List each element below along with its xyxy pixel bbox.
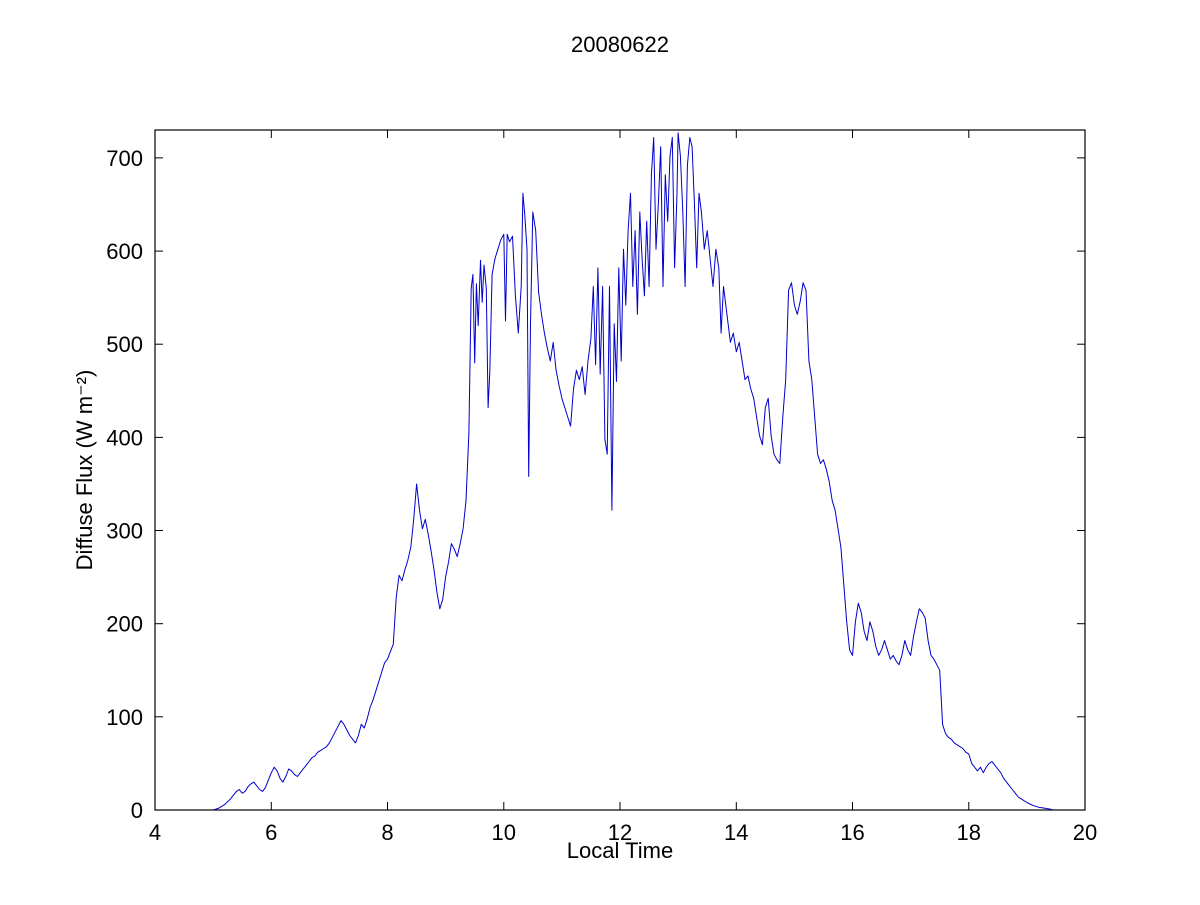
x-tick-label: 18 bbox=[957, 820, 981, 845]
y-tick-label: 600 bbox=[106, 239, 143, 264]
x-tick-label: 12 bbox=[608, 820, 632, 845]
y-tick-label: 100 bbox=[106, 705, 143, 730]
y-tick-label: 700 bbox=[106, 146, 143, 171]
diffuse-flux-line bbox=[212, 132, 1054, 811]
x-tick-label: 6 bbox=[265, 820, 277, 845]
x-tick-label: 14 bbox=[724, 820, 748, 845]
y-tick-label: 300 bbox=[106, 519, 143, 544]
x-tick-label: 16 bbox=[840, 820, 864, 845]
y-tick-label: 0 bbox=[131, 798, 143, 823]
x-tick-label: 4 bbox=[149, 820, 161, 845]
y-tick-label: 200 bbox=[106, 612, 143, 637]
chart-title: 20080622 bbox=[571, 32, 669, 57]
x-tick-label: 10 bbox=[492, 820, 516, 845]
x-tick-label: 20 bbox=[1073, 820, 1097, 845]
x-tick-label: 8 bbox=[381, 820, 393, 845]
y-tick-label: 500 bbox=[106, 332, 143, 357]
y-axis-label: Diffuse Flux (W m⁻²) bbox=[72, 370, 97, 571]
y-tick-label: 400 bbox=[106, 425, 143, 450]
x-axis-label: Local Time bbox=[567, 838, 673, 863]
axes-frame bbox=[154, 129, 1086, 811]
